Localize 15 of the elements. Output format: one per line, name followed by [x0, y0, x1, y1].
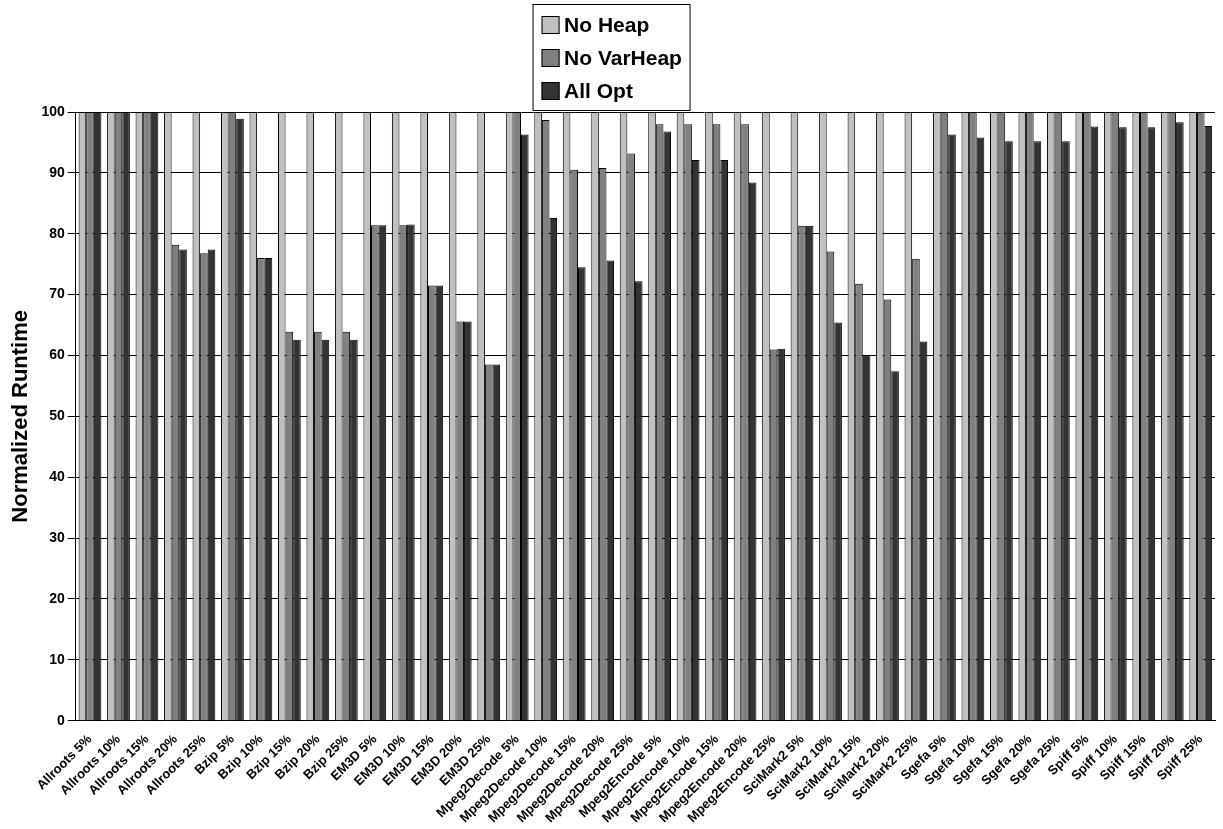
y-tick-label: 30 — [49, 528, 65, 545]
y-tick-label: 90 — [49, 163, 65, 180]
y-tick-label: 10 — [49, 650, 65, 667]
y-tick-label: 0 — [56, 711, 65, 728]
legend-label: No VarHeap — [564, 45, 682, 70]
y-tick-label: 60 — [49, 346, 65, 363]
y-tick-label: 50 — [49, 407, 65, 424]
y-tick-label: 70 — [49, 285, 65, 302]
y-tick-label: 100 — [41, 102, 65, 119]
y-tick-label: 20 — [49, 589, 65, 606]
y-tick-label: 40 — [49, 468, 65, 485]
y-axis-title: Normalized Runtime — [7, 310, 33, 523]
y-tick-label: 80 — [49, 224, 65, 241]
legend-label: No Heap — [564, 12, 650, 37]
legend-label: All Opt — [564, 78, 633, 103]
